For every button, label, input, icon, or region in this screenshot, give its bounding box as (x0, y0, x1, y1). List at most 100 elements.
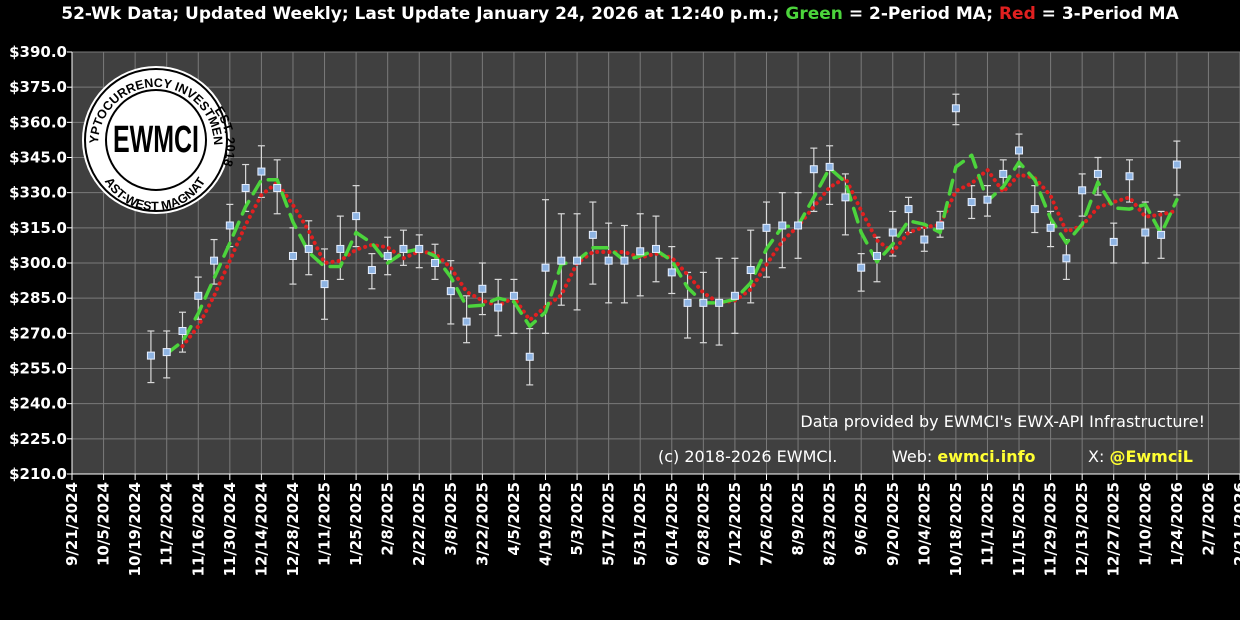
y-tick-label: $255.0 (9, 360, 67, 378)
price-point (730, 291, 739, 300)
x-tick-label: 11/16/2024 (189, 482, 207, 576)
price-point (920, 235, 929, 244)
copyright-note: (c) 2018-2026 EWMCI. (658, 447, 837, 466)
x-tick-label: 3/22/2025 (473, 482, 491, 566)
x-tick-label: 10/5/2024 (95, 482, 113, 566)
price-point (825, 162, 834, 171)
x-tick-label: 12/13/2025 (1073, 482, 1091, 576)
price-point (936, 221, 945, 230)
x-tick-label: 11/29/2025 (1042, 482, 1060, 576)
x-tick-label: 7/12/2025 (726, 482, 744, 566)
ma3-line (180, 167, 1179, 349)
web-label: Web: (892, 447, 937, 466)
x-tick-label: 11/1/2025 (978, 482, 996, 566)
price-point (557, 256, 566, 265)
price-point (415, 244, 424, 253)
title-text: 52-Wk Data; Updated Weekly; Last Update … (61, 4, 786, 24)
x-tick-label: 4/19/2025 (537, 482, 555, 566)
y-axis: $210.0 $225.0 $240.0 $255.0 $270.0 $285.0 $300… (9, 43, 73, 483)
price-point (1157, 230, 1166, 239)
ma3-series (180, 167, 1179, 349)
y-tick-label: $345.0 (9, 149, 67, 167)
y-tick-label: $390.0 (9, 43, 67, 61)
price-point (841, 193, 850, 202)
x-tick-label: 1/25/2025 (347, 482, 365, 566)
price-point (746, 266, 755, 275)
x-tick-label: 5/17/2025 (600, 482, 618, 566)
x-tick-label: 2/7/2026 (1199, 482, 1217, 556)
price-point (336, 244, 345, 253)
web-link: ewmci.info (937, 447, 1035, 466)
price-point (1046, 223, 1055, 232)
y-tick-label: $300.0 (9, 254, 67, 272)
price-point (667, 268, 676, 277)
title-green-word: Green (785, 4, 843, 24)
x-tick-label: 1/24/2026 (1168, 482, 1186, 566)
x-tick-label: 9/20/2025 (884, 482, 902, 566)
price-point (225, 221, 234, 230)
data-credit-note: Data provided by EWMCI's EWX-API Infrast… (800, 412, 1205, 431)
price-point (399, 244, 408, 253)
price-point (541, 263, 550, 272)
price-point (1093, 169, 1102, 178)
price-point (1109, 237, 1118, 246)
price-point (367, 266, 376, 275)
logo-center-text: EWMCI (113, 119, 199, 161)
x-tick-label: 8/23/2025 (821, 482, 839, 566)
y-tick-label: $225.0 (9, 430, 67, 448)
x-tick-label: 11/30/2024 (221, 482, 239, 576)
price-point (904, 205, 913, 214)
price-point (588, 230, 597, 239)
price-point (683, 298, 692, 307)
price-point (257, 167, 266, 176)
price-point (273, 183, 282, 192)
x-tick-label: 8/9/2025 (789, 482, 807, 556)
x-tick-label: 2/21/2026 (1231, 482, 1240, 566)
price-point (620, 256, 629, 265)
x-tick-label: 12/14/2024 (252, 482, 270, 576)
price-point (494, 303, 503, 312)
price-point (1141, 228, 1150, 237)
x-tick-label: 1/10/2026 (1136, 482, 1154, 566)
price-point (809, 165, 818, 174)
logo-outer-ring (84, 68, 228, 212)
price-point (1172, 160, 1181, 169)
price-point (857, 263, 866, 272)
y-tick-label: $375.0 (9, 78, 67, 96)
price-point (967, 198, 976, 207)
price-point (888, 228, 897, 237)
x-tick-label: 12/28/2024 (284, 482, 302, 576)
price-point (194, 291, 203, 300)
price-point (999, 169, 1008, 178)
price-point (446, 287, 455, 296)
title-red-legend: = 3-Period MA (1035, 4, 1179, 24)
x-tick-label: 2/8/2025 (379, 482, 397, 556)
x-tick-label: 9/21/2024 (63, 482, 81, 566)
price-point (983, 195, 992, 204)
price-point (288, 251, 297, 260)
x-label: X: (1088, 447, 1109, 466)
price-point (794, 221, 803, 230)
x-tick-label: 12/27/2025 (1105, 482, 1123, 576)
y-tick-label: $330.0 (9, 184, 67, 202)
price-point (241, 183, 250, 192)
y-tick-label: $210.0 (9, 465, 67, 483)
price-point (1015, 146, 1024, 155)
x-tick-label: 5/31/2025 (631, 482, 649, 566)
price-point (715, 298, 724, 307)
title-green-legend: = 2-Period MA; (842, 4, 999, 24)
price-point (604, 256, 613, 265)
price-point (478, 284, 487, 293)
price-point (636, 247, 645, 256)
x-tick-label: 11/15/2025 (1010, 482, 1028, 576)
x-tick-label: 10/19/2024 (126, 482, 144, 576)
price-point (778, 221, 787, 230)
price-point (1078, 186, 1087, 195)
price-point (431, 259, 440, 267)
ewmci-logo: CRYPTOCURRENCY INVESTMENTS EST. 2018 EAS… (0, 0, 237, 214)
x-tick-label: 1/11/2025 (316, 482, 334, 566)
y-tick-label: $315.0 (9, 219, 67, 237)
price-point (162, 348, 171, 357)
y-tick-label: $240.0 (9, 395, 67, 413)
